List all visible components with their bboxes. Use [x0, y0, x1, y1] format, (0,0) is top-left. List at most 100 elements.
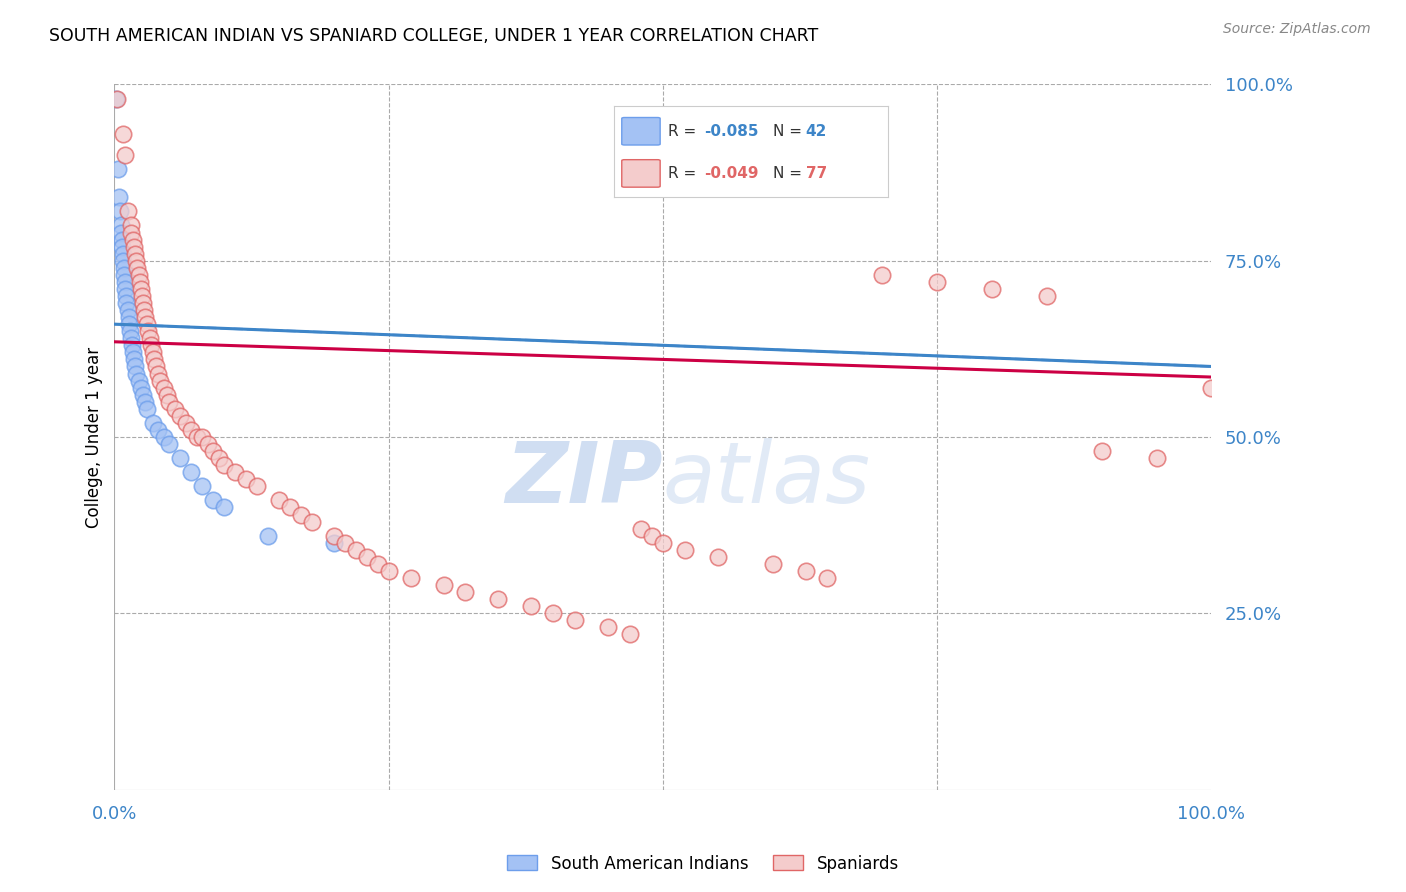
Point: [1036, 289, 1059, 303]
Point: [134, 394, 156, 409]
Point: [148, 423, 170, 437]
Point: [112, 253, 135, 268]
Point: [486, 592, 509, 607]
Point: [169, 451, 191, 466]
Point: [872, 268, 894, 282]
Point: [129, 282, 152, 296]
Point: [105, 91, 128, 105]
Point: [246, 479, 269, 493]
Point: [817, 571, 839, 585]
Point: [673, 542, 696, 557]
Point: [1201, 381, 1223, 395]
Point: [142, 352, 165, 367]
Text: SOUTH AMERICAN INDIAN VS SPANIARD COLLEGE, UNDER 1 YEAR CORRELATION CHART: SOUTH AMERICAN INDIAN VS SPANIARD COLLEG…: [49, 27, 818, 45]
Point: [117, 204, 139, 219]
Point: [110, 226, 132, 240]
Point: [127, 260, 149, 275]
Point: [107, 190, 129, 204]
Point: [112, 127, 135, 141]
Point: [142, 345, 165, 359]
Point: [110, 219, 132, 233]
Point: [191, 430, 214, 444]
Point: [1091, 444, 1114, 458]
Point: [115, 296, 138, 310]
Point: [301, 515, 323, 529]
Y-axis label: College, Under 1 year: College, Under 1 year: [86, 346, 103, 527]
Text: atlas: atlas: [662, 438, 870, 521]
Point: [120, 331, 142, 345]
Point: [122, 352, 145, 367]
Point: [112, 246, 135, 260]
Point: [322, 535, 344, 549]
Point: [794, 564, 817, 578]
Point: [131, 289, 153, 303]
Point: [129, 381, 152, 395]
Point: [202, 493, 225, 508]
Point: [111, 239, 134, 253]
Point: [377, 564, 399, 578]
Point: [124, 246, 146, 260]
Point: [145, 359, 167, 374]
Point: [169, 409, 191, 423]
Point: [180, 465, 202, 479]
Point: [619, 627, 641, 641]
Point: [541, 606, 564, 620]
Point: [596, 620, 619, 634]
Point: [122, 239, 145, 253]
Point: [132, 296, 155, 310]
Point: [290, 508, 312, 522]
Point: [454, 585, 477, 599]
Point: [212, 458, 235, 472]
Point: [104, 91, 127, 105]
Point: [212, 500, 235, 515]
Point: [128, 374, 150, 388]
Point: [115, 289, 138, 303]
Point: [139, 338, 162, 352]
Point: [124, 359, 146, 374]
Point: [520, 599, 543, 614]
Point: [278, 500, 301, 515]
Point: [114, 148, 136, 162]
Point: [132, 303, 155, 318]
Point: [197, 437, 219, 451]
Point: [180, 423, 202, 437]
Point: [322, 529, 344, 543]
Point: [630, 522, 652, 536]
Point: [134, 310, 156, 325]
Point: [118, 310, 141, 325]
Point: [128, 268, 150, 282]
Point: [641, 529, 664, 543]
Point: [120, 226, 142, 240]
Point: [117, 303, 139, 318]
Point: [114, 275, 136, 289]
Point: [163, 401, 186, 416]
Point: [202, 444, 225, 458]
Point: [651, 535, 673, 549]
Point: [257, 529, 280, 543]
Point: [152, 430, 174, 444]
Point: [132, 387, 155, 401]
Text: ZIP: ZIP: [505, 438, 662, 521]
Text: Source: ZipAtlas.com: Source: ZipAtlas.com: [1223, 22, 1371, 37]
Point: [333, 535, 356, 549]
Point: [136, 317, 159, 331]
Point: [149, 374, 172, 388]
Point: [114, 282, 136, 296]
Point: [157, 437, 180, 451]
Point: [157, 394, 180, 409]
Legend: South American Indians, Spaniards: South American Indians, Spaniards: [501, 848, 905, 880]
Point: [125, 253, 148, 268]
Point: [122, 345, 145, 359]
Point: [564, 613, 586, 627]
Point: [120, 219, 142, 233]
Point: [118, 324, 141, 338]
Point: [122, 233, 145, 247]
Point: [156, 387, 179, 401]
Point: [191, 479, 214, 493]
Point: [174, 416, 197, 430]
Point: [761, 557, 783, 571]
Point: [267, 493, 290, 508]
Point: [356, 549, 378, 564]
Point: [148, 367, 170, 381]
Point: [138, 331, 160, 345]
